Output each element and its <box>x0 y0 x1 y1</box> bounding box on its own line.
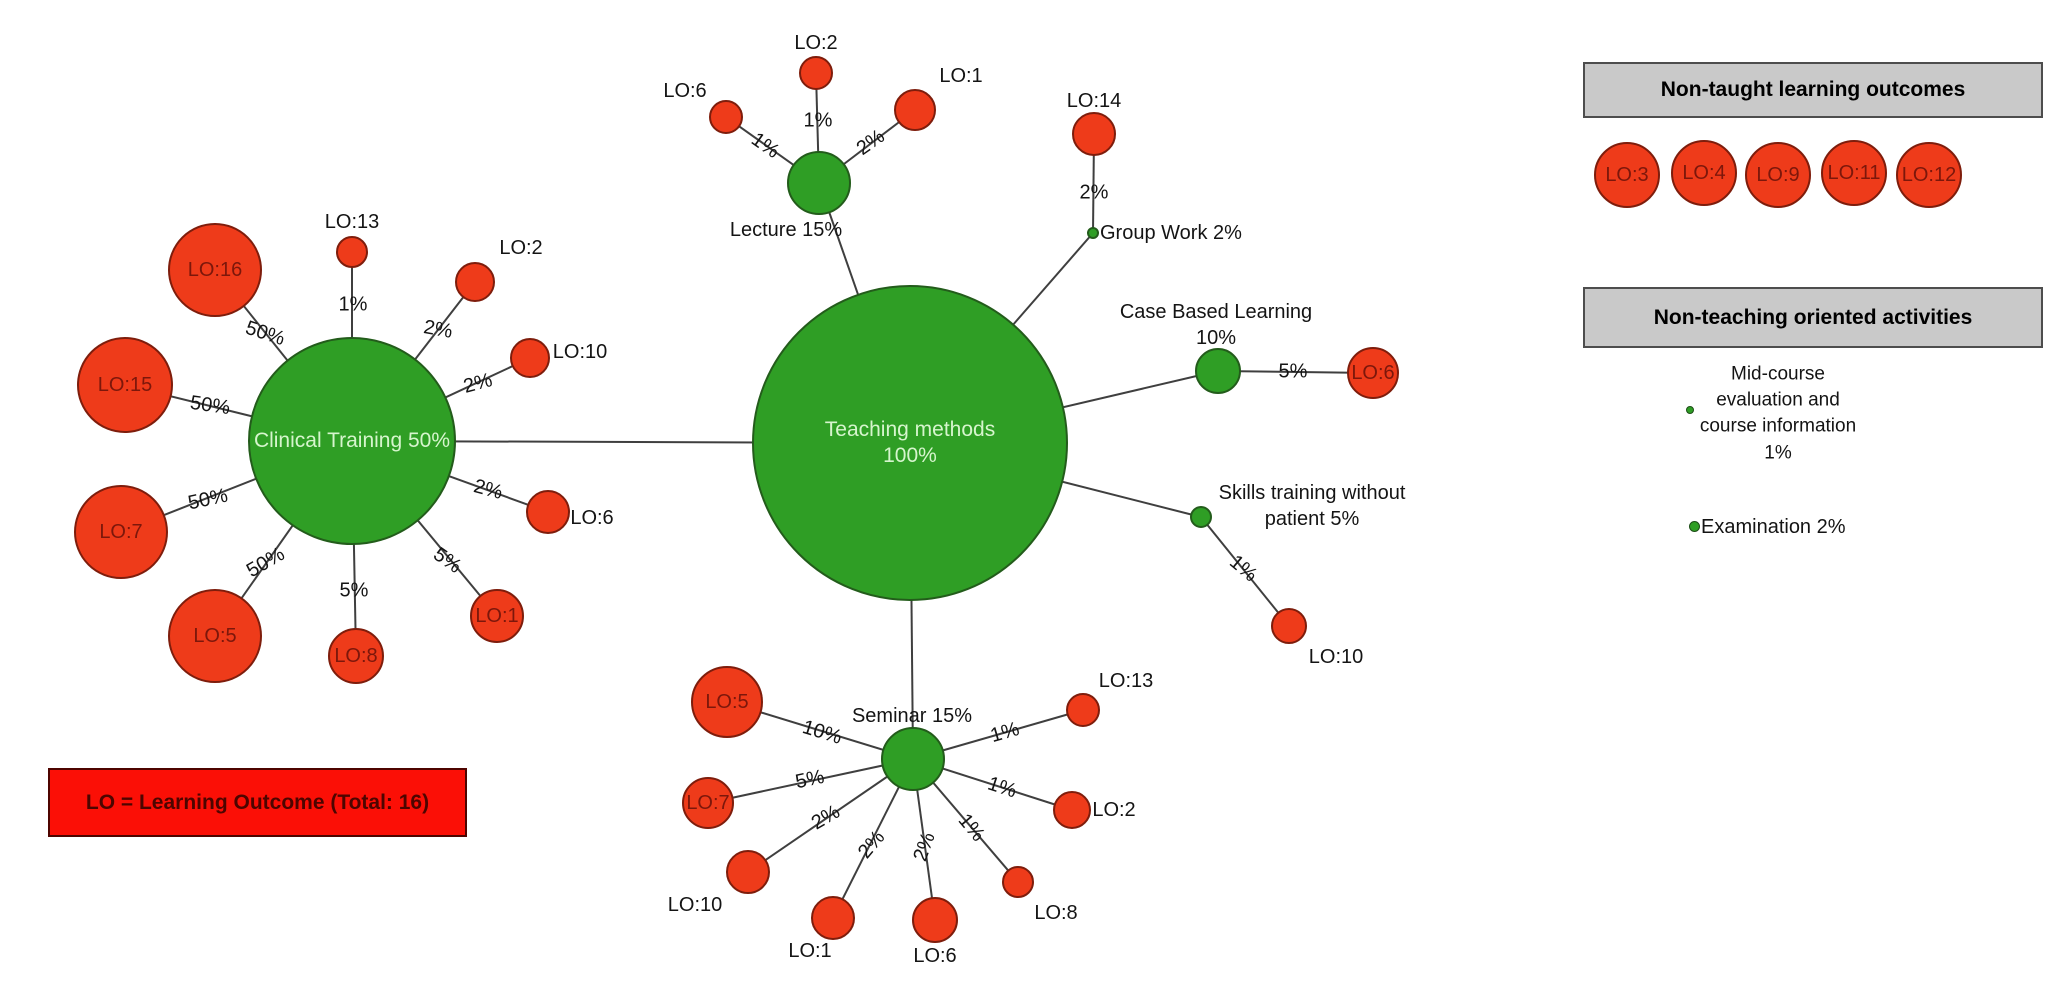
outcome-node-lo-2 <box>799 56 833 90</box>
outcome-node-label: LO:7 <box>686 791 730 814</box>
non-taught-chip-lo11: LO:11 <box>1821 140 1887 206</box>
outcome-node-label: LO:2 <box>499 237 543 259</box>
examination-dot <box>1689 521 1700 532</box>
outcome-node-lo-13 <box>1066 693 1100 727</box>
note-box: LO = Learning Outcome (Total: 16) <box>48 768 467 837</box>
outcome-node-lo-5: LO:5 <box>691 666 763 738</box>
activity-node-clinical-training: Clinical Training 50% <box>248 337 456 545</box>
outcome-node-label: LO:8 <box>334 644 378 667</box>
edge-percent-label: 1% <box>338 293 368 316</box>
activity-node-label: Seminar 15% <box>851 705 973 727</box>
activity-node-label: Teaching methods 100% <box>824 417 996 467</box>
outcome-node-label: LO:8 <box>1034 902 1078 924</box>
outcome-node-lo-10 <box>726 850 770 894</box>
activity-node-label: Clinical Training 50% <box>253 428 451 452</box>
outcome-node-lo-1: LO:1 <box>470 589 524 643</box>
activity-node-lecture <box>787 151 851 215</box>
outcome-node-lo-2 <box>455 262 495 302</box>
activity-node-group-work <box>1087 227 1099 239</box>
non-taught-chip-lo12: LO:12 <box>1896 142 1962 208</box>
non-taught-chip-lo3: LO:3 <box>1594 142 1660 208</box>
activity-node-label: Group Work 2% <box>1100 222 1242 244</box>
mid-course-label: Mid-course evaluation and course informa… <box>1699 363 1857 464</box>
outcome-node-label: LO:10 <box>1308 646 1364 668</box>
outcome-node-label: LO:6 <box>913 945 957 967</box>
edge-line <box>707 758 914 804</box>
outcome-node-lo-14 <box>1072 112 1116 156</box>
activity-node-case-based-learning <box>1195 348 1241 394</box>
edge-percent-label: 5% <box>339 579 369 602</box>
outcome-node-lo-5: LO:5 <box>168 589 262 683</box>
edge-percent-label: 2% <box>421 316 455 343</box>
outcome-node-label: LO:1 <box>788 940 832 962</box>
outcome-node-lo-6 <box>709 100 743 134</box>
outcome-node-label: LO:14 <box>1066 90 1122 112</box>
edge-percent-label: 1% <box>803 109 833 132</box>
outcome-node-lo-16: LO:16 <box>168 223 262 317</box>
examination-label: Examination 2% <box>1701 516 1846 538</box>
outcome-node-label: LO:15 <box>97 373 153 396</box>
outcome-node-label: LO:10 <box>667 894 723 916</box>
outcome-node-lo-1 <box>811 896 855 940</box>
activity-node-label: Skills training without patient 5% <box>1218 482 1406 530</box>
outcome-node-label: LO:1 <box>475 604 519 627</box>
outcome-node-lo-10 <box>1271 608 1307 644</box>
outcome-node-label: LO:6 <box>570 507 614 529</box>
edge-line <box>1200 516 1290 627</box>
outcome-node-label: LO:7 <box>99 520 143 543</box>
outcome-node-lo-1 <box>894 89 936 131</box>
outcome-node-lo-6 <box>912 897 958 943</box>
activity-node-skills-training <box>1190 506 1212 528</box>
outcome-node-label: LO:13 <box>1098 670 1154 692</box>
activity-node-label: Case Based Learning 10% <box>1119 301 1313 349</box>
edge-line <box>747 758 914 873</box>
outcome-node-lo-2 <box>1053 791 1091 829</box>
outcome-node-label: LO:6 <box>1351 361 1395 384</box>
outcome-node-label: LO:10 <box>552 341 608 363</box>
outcome-node-lo-10 <box>510 338 550 378</box>
outcome-node-label: LO:2 <box>794 32 838 54</box>
outcome-node-label: LO:5 <box>705 690 749 713</box>
activity-node-label: Lecture 15% <box>729 219 843 241</box>
mid-course-dot <box>1686 406 1694 414</box>
outcome-node-lo-7: LO:7 <box>682 777 734 829</box>
outcome-node-lo-6 <box>526 490 570 534</box>
edge-percent-label: 5% <box>1278 360 1308 383</box>
outcome-node-lo-7: LO:7 <box>74 485 168 579</box>
outcome-node-lo-15: LO:15 <box>77 337 173 433</box>
outcome-node-label: LO:6 <box>663 80 707 102</box>
outcome-node-label: LO:16 <box>187 258 243 281</box>
outcome-node-label: LO:13 <box>324 211 380 233</box>
outcome-node-lo-8 <box>1002 866 1034 898</box>
activity-node-seminar <box>881 727 945 791</box>
non-taught-chip-lo9: LO:9 <box>1745 142 1811 208</box>
outcome-node-lo-8: LO:8 <box>328 628 384 684</box>
edge-percent-label: 2% <box>1079 181 1109 204</box>
outcome-node-label: LO:5 <box>193 624 237 647</box>
non-taught-chip-lo4: LO:4 <box>1671 140 1737 206</box>
outcome-node-lo-13 <box>336 236 368 268</box>
outcome-node-label: LO:2 <box>1092 799 1136 821</box>
outcome-node-lo-6: LO:6 <box>1347 347 1399 399</box>
outcome-node-label: LO:1 <box>939 65 983 87</box>
activity-node-teaching-methods: Teaching methods 100% <box>752 285 1068 601</box>
non-teaching-panel-title: Non-teaching oriented activities <box>1583 287 2043 348</box>
non-taught-panel-title: Non-taught learning outcomes <box>1583 62 2043 118</box>
